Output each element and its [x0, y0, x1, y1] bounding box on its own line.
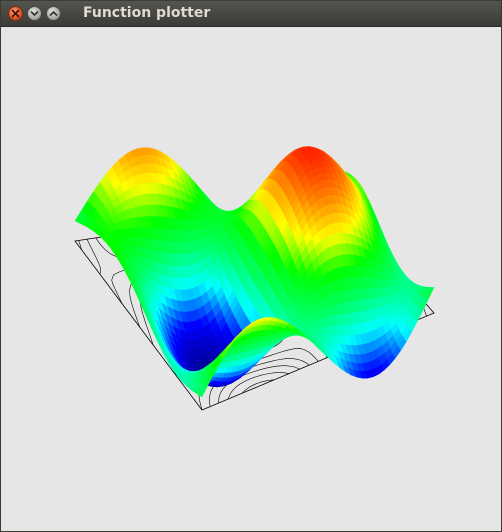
- window-title: Function plotter: [83, 5, 211, 21]
- title-bar[interactable]: Function plotter: [1, 1, 501, 27]
- maximize-icon: [49, 11, 58, 16]
- plot-area[interactable]: [1, 27, 501, 531]
- function-surface: [74, 146, 435, 398]
- surface-plot: [74, 146, 435, 411]
- minimize-button[interactable]: [27, 6, 42, 21]
- surface-patch: [425, 287, 435, 300]
- minimize-icon: [30, 11, 39, 16]
- close-icon: [11, 9, 20, 18]
- maximize-button[interactable]: [46, 6, 61, 21]
- close-button[interactable]: [8, 6, 23, 21]
